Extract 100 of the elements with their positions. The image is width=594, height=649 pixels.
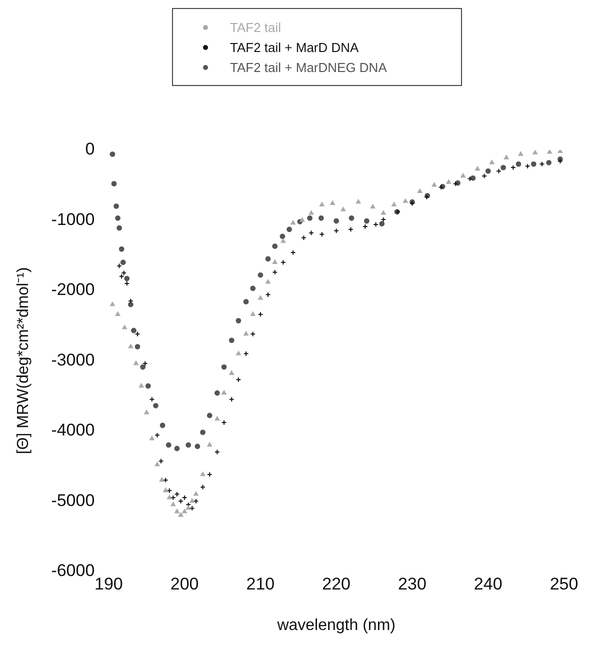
point [516, 161, 522, 167]
point [467, 176, 473, 182]
point [153, 402, 158, 408]
point [163, 488, 168, 492]
point [190, 498, 195, 503]
point [280, 234, 286, 240]
point [121, 270, 127, 276]
point [154, 462, 160, 466]
point [159, 477, 164, 482]
point [243, 299, 249, 304]
point [207, 442, 212, 447]
point [144, 410, 150, 414]
point [546, 160, 552, 166]
point [460, 173, 466, 178]
point [370, 204, 376, 208]
point [334, 228, 340, 234]
x-tick-label: 200 [170, 574, 199, 594]
point [380, 210, 386, 215]
point [308, 230, 314, 236]
point [160, 422, 166, 428]
point [272, 244, 278, 249]
point [500, 164, 506, 170]
point [280, 260, 286, 266]
x-axis-title: wavelength (nm) [276, 616, 396, 634]
point [320, 202, 324, 206]
legend-label: TAF2 tail [230, 20, 282, 34]
point [138, 383, 144, 388]
point [307, 215, 312, 221]
point [166, 494, 172, 500]
point [258, 295, 263, 300]
point [258, 272, 264, 278]
y-tick-label: -2000 [51, 280, 95, 300]
point [110, 152, 116, 157]
point [128, 302, 134, 308]
point [174, 509, 180, 514]
point [272, 270, 278, 275]
point [318, 215, 324, 221]
point [200, 430, 206, 436]
point [334, 218, 340, 224]
point [118, 246, 124, 252]
point [178, 512, 184, 517]
point [510, 164, 516, 170]
x-tick-label: 220 [322, 574, 351, 594]
point [214, 416, 220, 421]
legend-label: TAF2 tail + MarD DNA [230, 40, 359, 54]
point [475, 166, 480, 171]
point [432, 182, 437, 187]
point [330, 200, 335, 205]
point [174, 446, 180, 452]
point [504, 155, 509, 160]
point [530, 161, 536, 167]
point [496, 168, 502, 174]
point [364, 218, 370, 224]
y-tick-label: -5000 [51, 490, 95, 510]
point [124, 280, 130, 286]
point [120, 260, 126, 266]
point [250, 312, 256, 316]
point [182, 509, 187, 514]
point [206, 412, 212, 418]
point [229, 370, 234, 375]
point [150, 436, 154, 440]
point [290, 220, 296, 225]
y-tick-label: -6000 [51, 561, 95, 580]
point [140, 364, 146, 370]
point [301, 235, 306, 240]
point [373, 222, 378, 228]
y-tick-label: -3000 [51, 350, 95, 370]
point [362, 224, 368, 230]
point [319, 232, 325, 237]
point [547, 150, 552, 154]
point [145, 383, 151, 389]
point [236, 318, 242, 324]
x-tick-label: 250 [550, 574, 578, 594]
point [200, 472, 206, 476]
point [532, 150, 538, 154]
point [280, 238, 286, 243]
legend-label: TAF2 tail + MarDNEG DNA [230, 60, 387, 74]
point [417, 188, 422, 194]
point [446, 180, 452, 184]
point [118, 274, 124, 280]
point [111, 181, 117, 186]
x-tick-label: 230 [398, 574, 426, 594]
point [250, 286, 256, 292]
point [200, 484, 206, 490]
point [128, 344, 134, 348]
point [115, 215, 120, 221]
point [485, 168, 491, 174]
point [490, 160, 494, 164]
x-tick-label: 210 [246, 574, 275, 594]
point [110, 302, 115, 306]
point [308, 210, 314, 215]
point [115, 312, 120, 316]
point [228, 338, 234, 344]
point [402, 198, 408, 203]
point [194, 444, 200, 450]
point [558, 158, 563, 164]
point [356, 199, 361, 204]
point [348, 215, 354, 221]
point [221, 364, 227, 370]
y-axis-title: [Θ] MRW(deg*cm²*dmol⁻¹) [15, 267, 32, 454]
